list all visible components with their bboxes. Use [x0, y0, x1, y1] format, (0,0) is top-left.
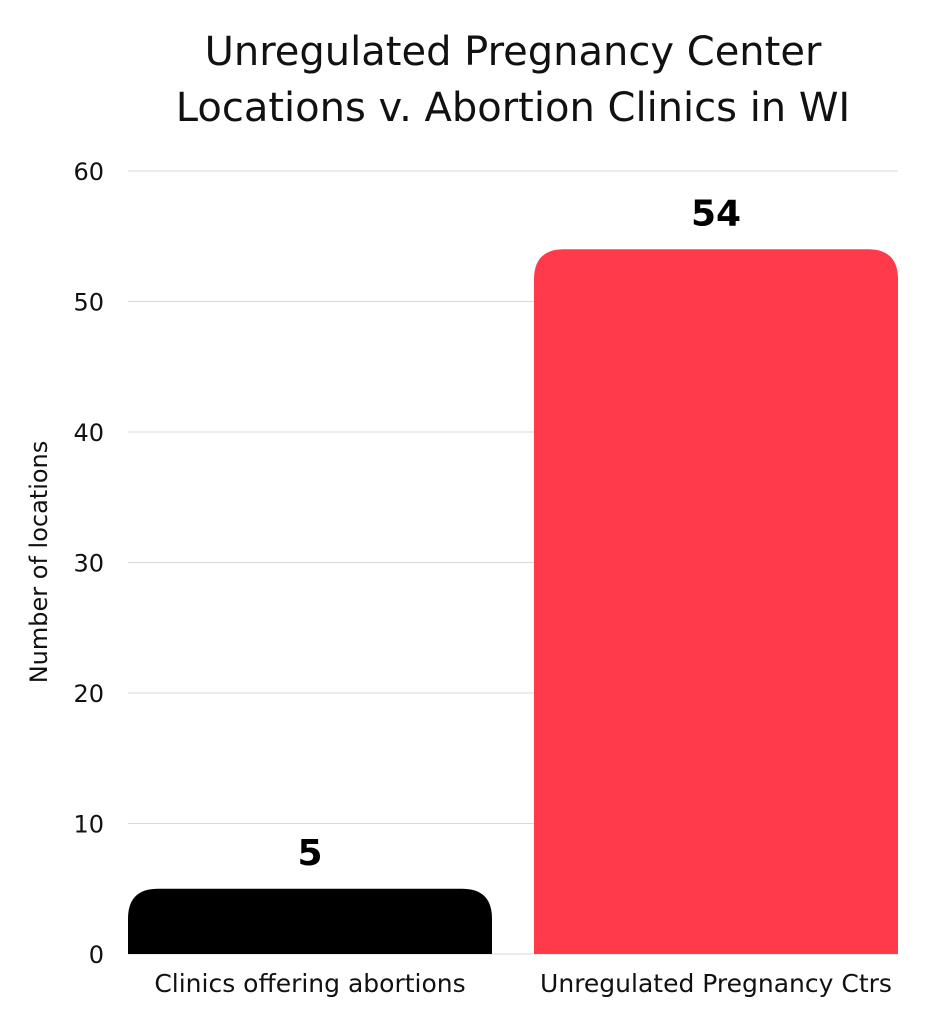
y-tick-label: 30 — [73, 550, 104, 578]
chart-title-line-1: Unregulated Pregnancy Center — [204, 29, 822, 75]
bar-value-label: 54 — [691, 193, 741, 234]
y-tick-label: 0 — [89, 941, 104, 969]
y-tick-label: 40 — [73, 419, 104, 447]
bars — [128, 249, 898, 955]
bar-value-label: 5 — [297, 833, 322, 874]
x-category-label: Unregulated Pregnancy Ctrs — [540, 969, 892, 998]
bar — [128, 888, 492, 954]
y-tick-label: 60 — [73, 158, 104, 186]
y-axis-ticks: 0 10 20 30 40 50 60 — [73, 158, 104, 969]
y-axis-label: Number of locations — [25, 441, 53, 684]
chart-title: Unregulated Pregnancy Center Locations v… — [0, 24, 946, 136]
x-category-label: Clinics offering abortions — [154, 969, 465, 998]
x-axis-categories: Clinics offering abortions Unregulated Pr… — [154, 969, 892, 998]
chart-title-line-2: Locations v. Abortion Clinics in WI — [175, 85, 851, 131]
bar — [534, 249, 898, 955]
y-tick-label: 50 — [73, 289, 104, 317]
value-labels: 5 54 — [297, 193, 741, 873]
y-tick-label: 10 — [73, 811, 104, 839]
y-tick-label: 20 — [73, 680, 104, 708]
